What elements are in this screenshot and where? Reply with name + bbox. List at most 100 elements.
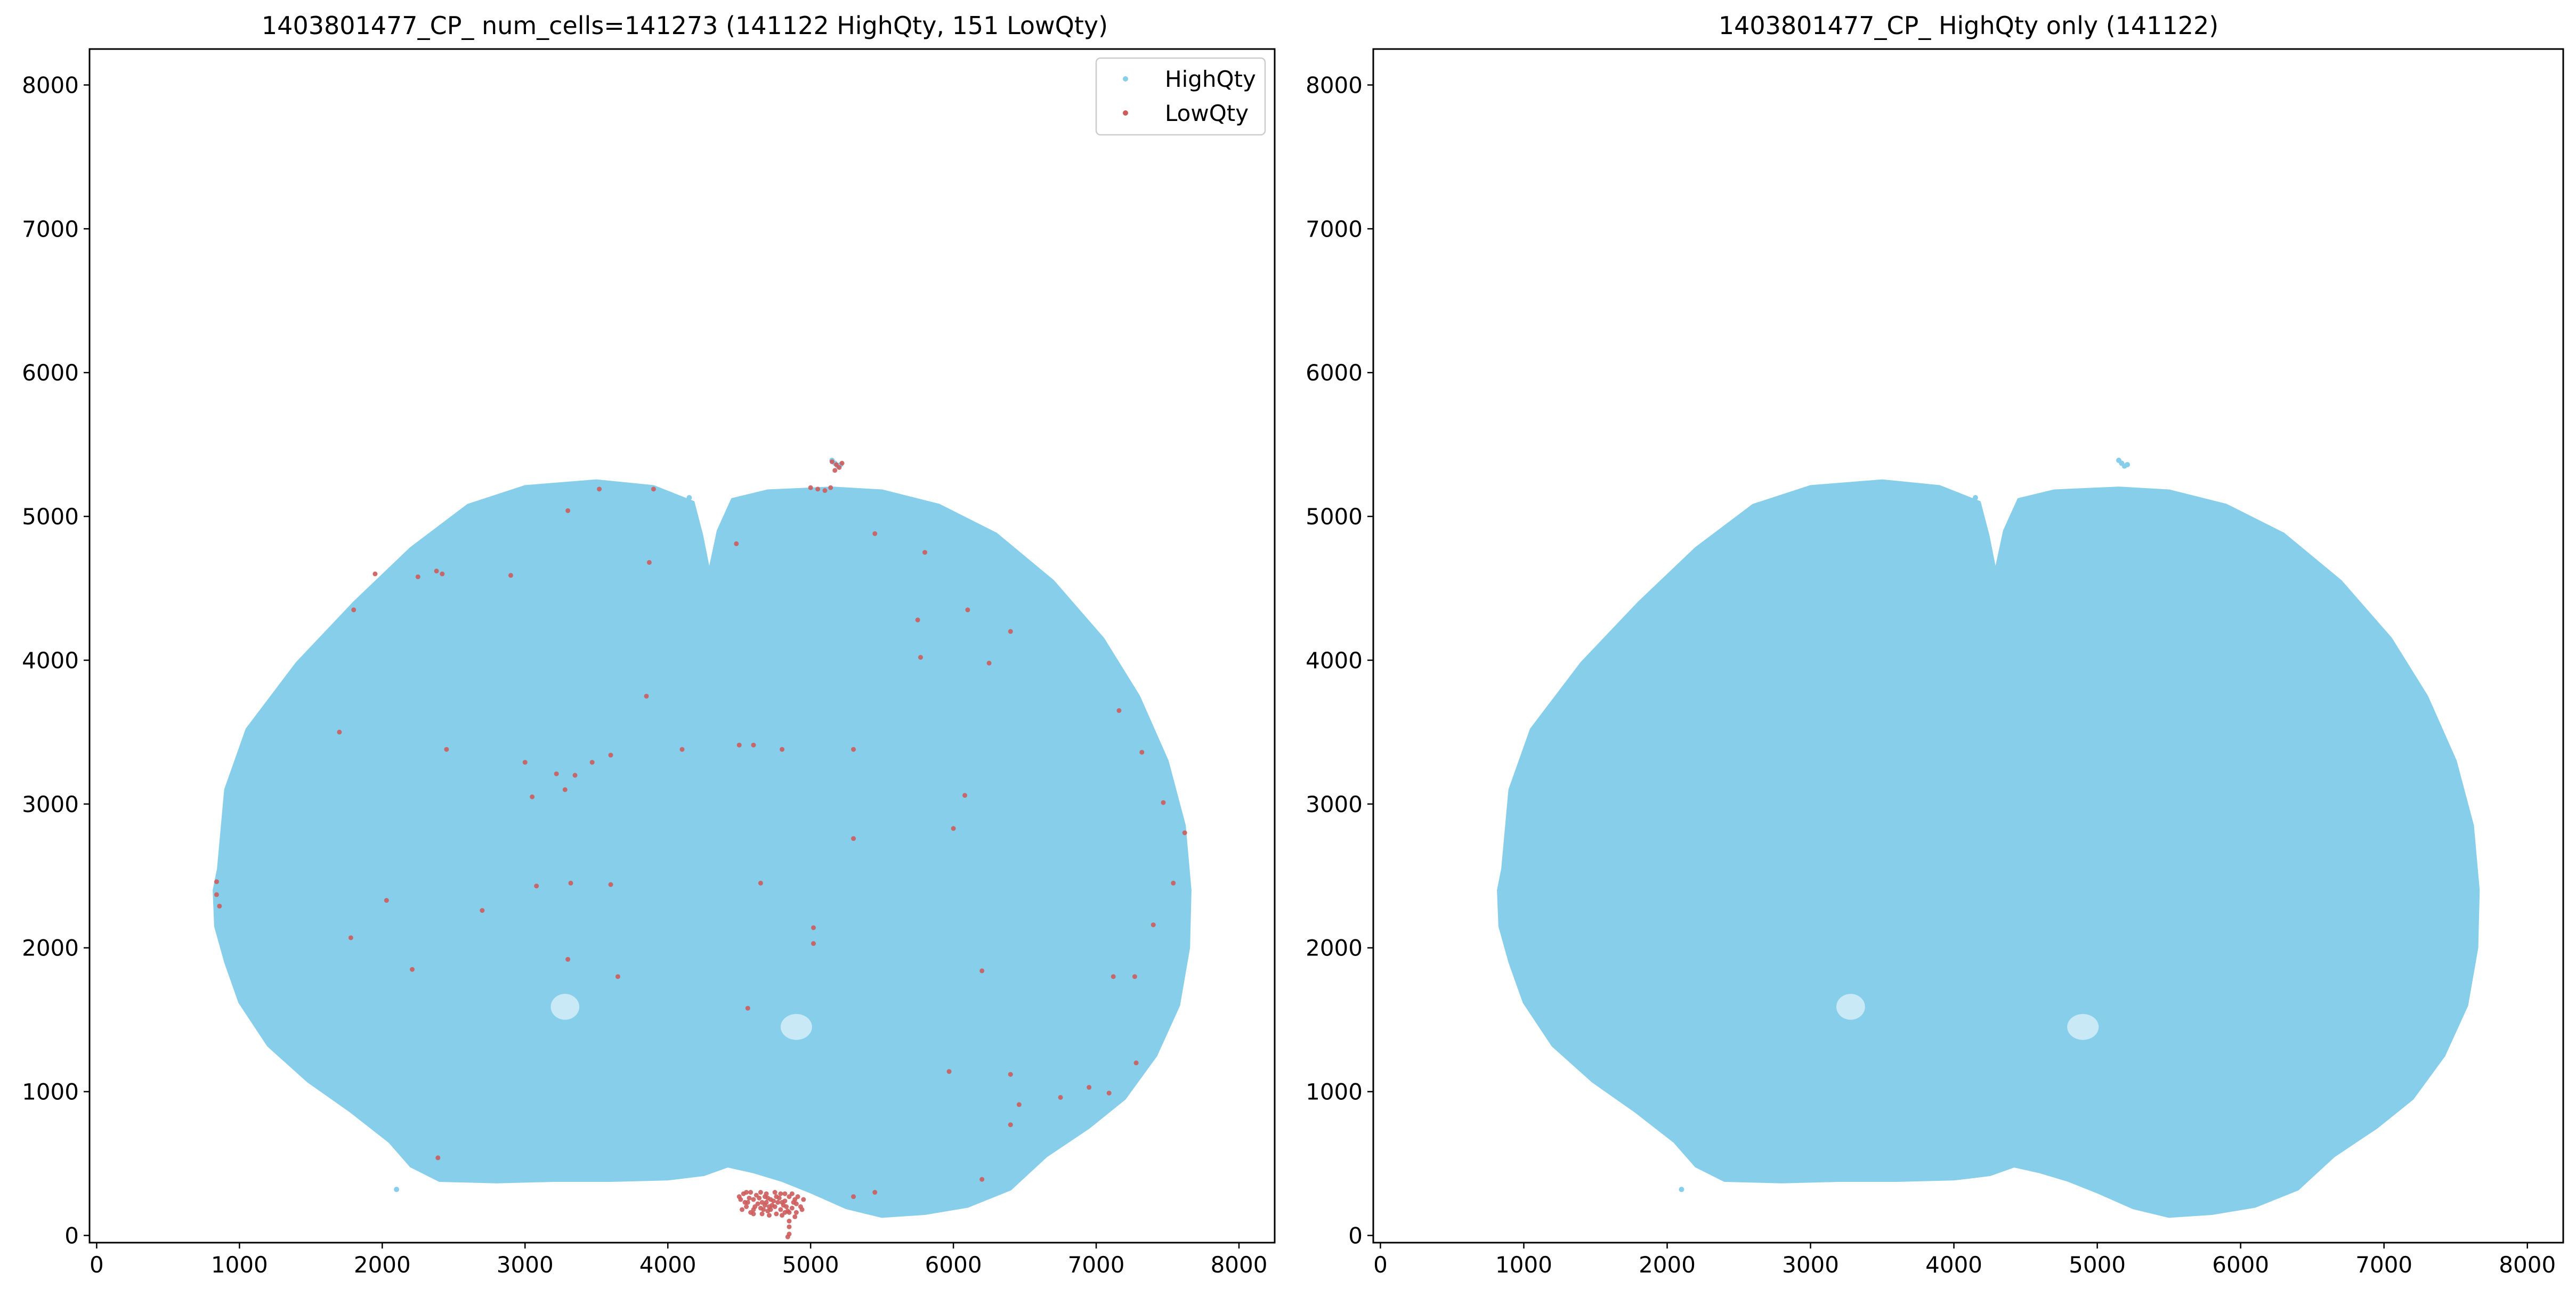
lowqty-point (751, 1207, 756, 1212)
lowqty-point (751, 1197, 756, 1202)
lowqty-point (646, 560, 652, 565)
x-tick-label: 2000 (1639, 1252, 1696, 1278)
y-tick-label: 0 (64, 1223, 79, 1249)
lowqty-point (1182, 830, 1187, 836)
legend-marker-lowqty (1123, 110, 1128, 116)
lowqty-point (748, 1190, 754, 1195)
lowqty-point (808, 485, 813, 490)
highqty-point (886, 506, 892, 512)
lowqty-point (384, 898, 389, 903)
legend-box (1095, 57, 1266, 136)
lowqty-point (738, 1197, 743, 1202)
series-highqty-layer (1497, 457, 2480, 1218)
lowqty-point (758, 880, 763, 886)
y-tick-label: 5000 (1306, 504, 1363, 530)
lowqty-point (766, 1213, 772, 1218)
y-tick-label: 3000 (1306, 791, 1363, 817)
lowqty-point (795, 1194, 800, 1199)
y-tick-label: 8000 (22, 72, 79, 98)
highqty-gap (1836, 994, 1865, 1020)
lowqty-point (679, 747, 685, 752)
lowqty-point (785, 1234, 790, 1239)
x-tick-label: 6000 (925, 1252, 982, 1278)
x-tick-label: 5000 (782, 1252, 839, 1278)
lowqty-point (644, 693, 649, 699)
lowqty-point (962, 793, 968, 798)
lowqty-point (782, 1210, 788, 1215)
y-tick-label: 6000 (1306, 360, 1363, 386)
lowqty-point (736, 742, 742, 748)
lowqty-point (851, 836, 856, 841)
lowqty-point (565, 956, 571, 962)
lowqty-point (787, 1219, 792, 1224)
y-tick-label: 0 (1348, 1223, 1363, 1249)
lowqty-point (745, 1006, 750, 1011)
series-lowqty-layer (214, 459, 1187, 1239)
lowqty-point (572, 773, 578, 778)
lowqty-point (214, 892, 219, 897)
x-tick-label: 5000 (2069, 1252, 2126, 1278)
highqty-point (2173, 506, 2179, 512)
lowqty-point (608, 882, 613, 887)
highqty-region (213, 479, 1192, 1218)
lowqty-point (744, 1204, 749, 1210)
panel-title: 1403801477_CP_ num_cells=141273 (141122 … (262, 11, 1108, 40)
lowqty-point (979, 1177, 985, 1182)
lowqty-point (758, 1190, 763, 1195)
lowqty-point (787, 1224, 792, 1229)
lowqty-point (811, 941, 816, 946)
plot-area (213, 457, 1192, 1239)
lowqty-point (217, 903, 222, 909)
lowqty-point (1087, 1085, 1092, 1090)
legend-label-lowqty: LowQty (1165, 100, 1249, 126)
lowqty-point (759, 1211, 765, 1217)
lowqty-point (351, 607, 357, 613)
lowqty-point (1161, 800, 1166, 805)
lowqty-point (781, 1203, 786, 1208)
lowqty-point (789, 1191, 795, 1196)
highqty-region (1497, 479, 2480, 1218)
lowqty-point (480, 908, 485, 913)
axes-frame (88, 48, 1276, 1244)
y-tick-label: 2000 (22, 935, 79, 961)
lowqty-point (740, 1207, 745, 1212)
lowqty-point (1016, 1102, 1022, 1107)
lowqty-point (747, 1195, 752, 1201)
axis-ticks: 0 1000 2000 3000 4000 5000 6000 7000 8000 0 1000 20… (1306, 72, 2556, 1278)
lowqty-point (828, 485, 833, 490)
lowqty-point (1139, 750, 1145, 755)
x-tick-label: 8000 (1211, 1252, 1268, 1278)
lowqty-point (741, 1191, 746, 1196)
lowqty-point (793, 1210, 799, 1215)
highqty-point (2125, 461, 2131, 467)
lowqty-point (772, 1190, 777, 1195)
lowqty-point (415, 574, 420, 579)
x-tick-label: 0 (90, 1252, 104, 1278)
x-tick-label: 6000 (2212, 1252, 2269, 1278)
plot-area (1497, 457, 2480, 1218)
lowqty-point (872, 531, 878, 536)
lowqty-point (435, 1155, 441, 1161)
lowqty-point (829, 459, 835, 465)
x-tick-label: 2000 (354, 1252, 411, 1278)
x-tick-label: 3000 (1782, 1252, 1839, 1278)
y-tick-label: 7000 (22, 216, 79, 242)
y-tick-label: 2000 (1306, 935, 1363, 961)
lowqty-point (1008, 629, 1013, 634)
lowqty-point (761, 1207, 766, 1212)
lowqty-point (214, 879, 219, 885)
lowqty-point (1151, 922, 1156, 928)
lowqty-point (915, 617, 920, 622)
lowqty-point (444, 747, 449, 752)
x-tick-label: 4000 (1925, 1252, 1982, 1278)
lowqty-point (965, 607, 970, 613)
axes-frame (1372, 48, 2564, 1244)
lowqty-point (1111, 974, 1116, 979)
lowqty-point (918, 655, 923, 660)
lowqty-point (778, 1191, 783, 1196)
y-tick-label: 3000 (22, 791, 79, 817)
lowqty-point (534, 883, 539, 889)
y-tick-label: 7000 (1306, 216, 1363, 242)
lowqty-point (615, 974, 620, 979)
panel-all-cells: 1403801477_CP_ num_cells=141273 (141122 … (22, 11, 1276, 1278)
